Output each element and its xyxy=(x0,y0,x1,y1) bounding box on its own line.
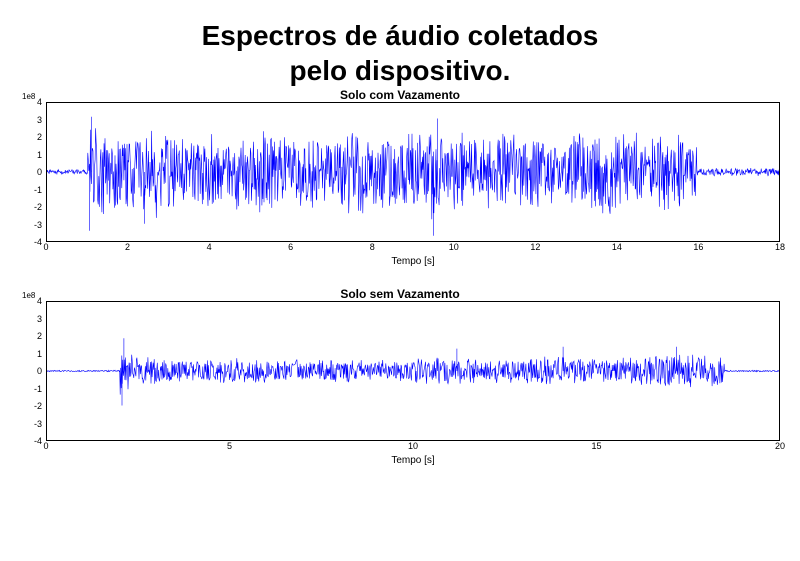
y-tick-label: 3 xyxy=(37,115,42,125)
y-tick-mark xyxy=(46,319,47,320)
waveform-chart: Solo sem Vazamento1e8 -4 -3 -2 -1 0 1 2 3 4 0 5 10 15… xyxy=(20,287,780,466)
y-tick-label: -2 xyxy=(34,202,42,212)
plot-area xyxy=(46,301,780,441)
x-tick-label: 5 xyxy=(227,441,232,451)
y-tick-mark xyxy=(46,371,47,372)
y-tick-mark xyxy=(46,103,47,104)
waveform-path xyxy=(47,338,779,405)
x-tick-label: 4 xyxy=(207,242,212,252)
x-tick-label: 6 xyxy=(288,242,293,252)
y-tick-label: 2 xyxy=(37,331,42,341)
y-tick-label: -2 xyxy=(34,401,42,411)
y-axis: 1e8-4-3-2-101234 xyxy=(20,102,46,242)
waveform-svg xyxy=(47,302,779,440)
y-tick-label: 1 xyxy=(37,150,42,160)
x-tick-label: 10 xyxy=(408,441,418,451)
x-tick-label: 16 xyxy=(693,242,703,252)
plot-area xyxy=(46,102,780,242)
x-tick-label: 12 xyxy=(530,242,540,252)
x-tick-label: 14 xyxy=(612,242,622,252)
chart-title: Solo sem Vazamento xyxy=(20,287,780,301)
x-axis-label: Tempo [s] xyxy=(46,455,780,466)
page-title-line1: Espectros de áudio coletados xyxy=(0,18,800,53)
x-tick-label: 8 xyxy=(370,242,375,252)
y-tick-mark xyxy=(46,423,47,424)
x-tick-label: 10 xyxy=(449,242,459,252)
y-tick-label: 2 xyxy=(37,132,42,142)
x-axis: 024681012141618 xyxy=(46,242,780,256)
y-tick-mark xyxy=(46,302,47,303)
waveform-chart: Solo com Vazamento1e8-4-3-2-101234024681… xyxy=(20,88,780,267)
y-tick-label: 0 xyxy=(37,167,42,177)
x-tick-label: 18 xyxy=(775,242,785,252)
y-tick-label: -4 xyxy=(34,237,42,247)
y-tick-mark xyxy=(46,354,47,355)
x-tick-label: 20 xyxy=(775,441,785,451)
y-tick-mark xyxy=(46,172,47,173)
x-tick-label: 0 xyxy=(43,242,48,252)
x-tick-label: 0 xyxy=(43,441,48,451)
y-tick-mark xyxy=(46,189,47,190)
y-axis-exponent: 1e8 xyxy=(22,92,35,101)
y-tick-mark xyxy=(46,224,47,225)
x-tick-label: 2 xyxy=(125,242,130,252)
waveform-path xyxy=(47,117,779,236)
y-tick-label: -4 xyxy=(34,436,42,446)
charts-container: Solo com Vazamento1e8-4-3-2-101234024681… xyxy=(0,88,800,476)
page-title-line2: pelo dispositivo. xyxy=(0,53,800,88)
x-axis: 05101520 xyxy=(46,441,780,455)
y-tick-label: -1 xyxy=(34,384,42,394)
y-tick-label: -3 xyxy=(34,220,42,230)
y-tick-mark xyxy=(46,207,47,208)
y-axis: 1e8-4-3-2-101234 xyxy=(20,301,46,441)
y-tick-mark xyxy=(46,155,47,156)
y-tick-mark xyxy=(46,388,47,389)
y-tick-mark xyxy=(46,337,47,338)
y-tick-mark xyxy=(46,406,47,407)
y-tick-mark xyxy=(46,138,47,139)
chart-title: Solo com Vazamento xyxy=(20,88,780,102)
y-tick-label: 4 xyxy=(37,296,42,306)
waveform-svg xyxy=(47,103,779,241)
y-tick-label: -3 xyxy=(34,419,42,429)
y-tick-label: 0 xyxy=(37,366,42,376)
y-tick-label: 3 xyxy=(37,314,42,324)
y-tick-label: 1 xyxy=(37,349,42,359)
y-axis-exponent: 1e8 xyxy=(22,291,35,300)
y-tick-label: -1 xyxy=(34,185,42,195)
y-tick-mark xyxy=(46,120,47,121)
y-tick-label: 4 xyxy=(37,97,42,107)
x-tick-label: 15 xyxy=(591,441,601,451)
x-axis-label: Tempo [s] xyxy=(46,256,780,267)
page-title: Espectros de áudio coletados pelo dispos… xyxy=(0,0,800,88)
